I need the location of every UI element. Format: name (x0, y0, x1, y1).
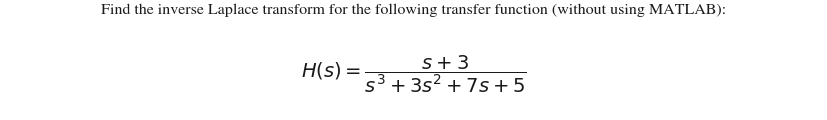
Text: Find the inverse Laplace transform for the following transfer function (without : Find the inverse Laplace transform for t… (102, 4, 725, 17)
Text: $H(s) = \dfrac{s+3}{s^3 + 3s^2 + 7s + 5}$: $H(s) = \dfrac{s+3}{s^3 + 3s^2 + 7s + 5}… (301, 54, 526, 95)
